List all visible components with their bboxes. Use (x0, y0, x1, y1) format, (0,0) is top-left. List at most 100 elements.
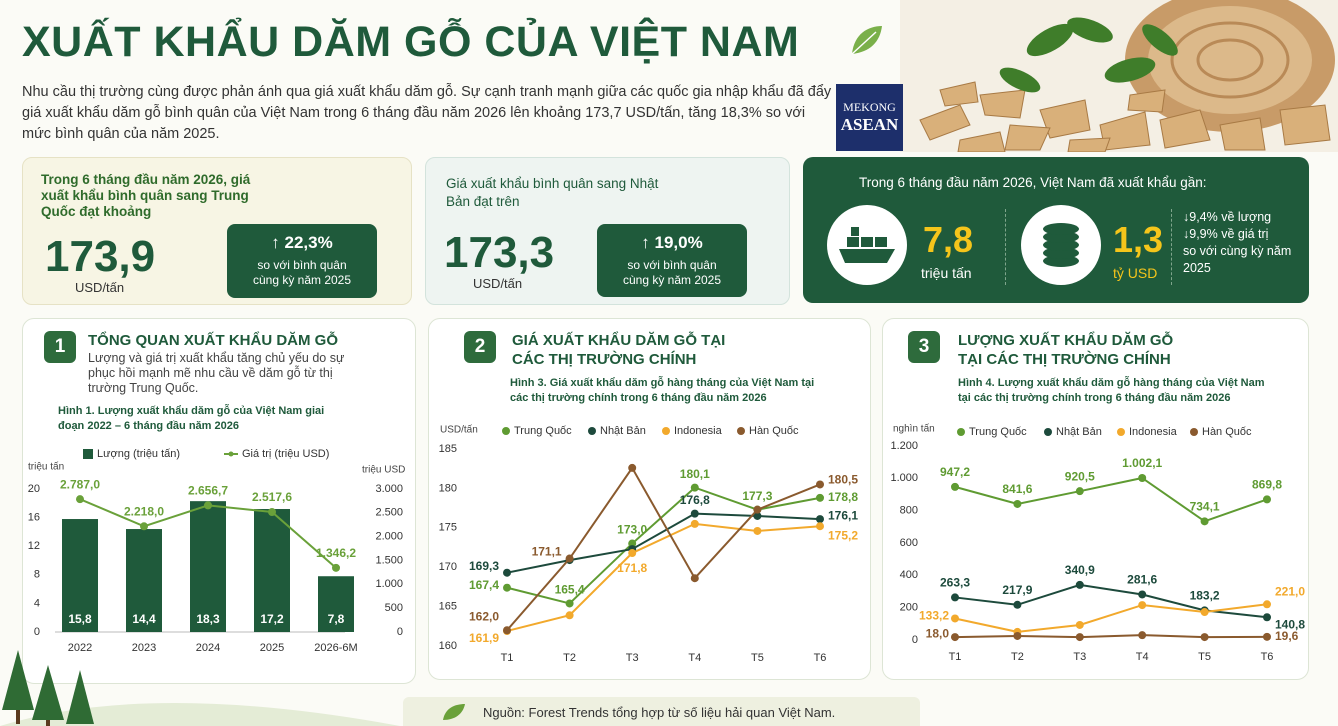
legend-label: Trung Quốc (514, 425, 572, 437)
x-tick-label: T2 (1011, 651, 1024, 663)
change-line: so với cùng kỳ năm 2025 (1183, 244, 1292, 275)
x-tick-label: 2022 (68, 642, 92, 654)
section-description: Lượng và giá trị xuất khẩu tăng chủ yếu … (88, 351, 345, 395)
card-value: 173,9 (45, 232, 156, 281)
source-bar: Nguồn: Forest Trends tổng hợp từ số liệu… (403, 697, 920, 726)
bar (62, 519, 98, 632)
bar-value-label: 7,8 (328, 612, 345, 626)
point (1075, 633, 1084, 642)
y-tick-label: 12 (28, 540, 40, 552)
point-value-label: 947,2 (940, 465, 970, 479)
y2-tick-label: 2.500 (375, 507, 403, 519)
point-value-label: 2.656,7 (188, 484, 228, 498)
source-text: Nguồn: Forest Trends tổng hợp từ số liệu… (483, 705, 836, 720)
y-tick-label: 800 (900, 505, 918, 517)
coins-icon (1021, 205, 1101, 285)
point-value-label: 133,2 (919, 609, 949, 623)
point-value-label: 2.517,6 (252, 490, 292, 504)
legend-label: Hàn Quốc (749, 425, 799, 437)
point (628, 539, 637, 548)
line (506, 522, 821, 632)
point (816, 480, 824, 489)
point-value-label: 177,3 (742, 489, 772, 503)
point-value-label: 169,3 (469, 559, 499, 573)
legend-label: Hàn Quốc (1202, 426, 1252, 438)
change-note: so với bình quân cùng kỳ năm 2025 (622, 258, 722, 287)
point (753, 505, 762, 514)
point (1263, 600, 1271, 609)
y-tick-label: 400 (900, 569, 918, 581)
leaf-icon (851, 26, 882, 55)
wood-chips-image (900, 0, 1338, 152)
bar (318, 576, 354, 632)
y-tick-label: 170 (439, 561, 457, 573)
figure-title: Hình 3. Giá xuất khẩu dăm gỗ hàng tháng … (510, 377, 815, 404)
point (503, 626, 511, 635)
y2-tick-label: 500 (385, 602, 403, 614)
intro-text: Nhu cầu thị trường cùng được phản ánh qu… (22, 84, 832, 142)
point-value-label: 263,3 (940, 576, 970, 590)
point (1263, 613, 1271, 622)
y2-tick-label: 0 (397, 626, 403, 638)
section-number: 2 (464, 331, 496, 363)
summary-value: 7,8 (923, 219, 974, 260)
bar (254, 509, 290, 632)
y-axis-title: nghìn tấn (893, 423, 935, 435)
point (816, 493, 824, 502)
point-value-label: 171,1 (532, 545, 562, 559)
legend-label: Indonesia (674, 425, 723, 437)
point-value-label: 178,8 (828, 490, 858, 504)
point (1200, 633, 1209, 642)
card-text: Giá xuất khẩu bình quân sang Nhật Bản đạ… (446, 176, 659, 209)
point-value-label: 920,5 (1065, 469, 1095, 483)
x-tick-label: T6 (814, 652, 827, 664)
y-tick-label: 200 (900, 602, 918, 614)
legend-label: Giá trị (triệu USD) (242, 448, 329, 460)
bar-value-label: 18,3 (196, 612, 220, 626)
point-value-label: 1.002,1 (1122, 456, 1162, 470)
bar-value-label: 15,8 (68, 612, 92, 626)
point (503, 568, 511, 577)
y-tick-label: 180 (439, 482, 457, 494)
divider (1005, 209, 1006, 285)
legend-label: Indonesia (1129, 426, 1178, 438)
y2-axis-title: triệu USD (362, 465, 405, 476)
point-value-label: 281,6 (1127, 573, 1157, 587)
point-value-label: 165,4 (555, 583, 585, 597)
x-tick-label: 2025 (260, 642, 284, 654)
point (565, 599, 574, 608)
trees-decoration (0, 650, 400, 726)
point-value-label: 19,6 (1275, 629, 1299, 643)
bar (190, 501, 226, 632)
point (628, 549, 637, 558)
x-tick-label: T4 (1136, 651, 1149, 663)
summary-text: Trong 6 tháng đầu năm 2026, Việt Nam đã … (859, 175, 1207, 190)
page-title: XUẤT KHẨU DĂM GỖ CỦA VIỆT NAM (22, 18, 800, 66)
point (1013, 631, 1022, 640)
point-value-label: 221,0 (1275, 584, 1305, 598)
point (690, 483, 699, 492)
x-tick-label: T3 (626, 652, 639, 664)
legend-swatch (1117, 428, 1125, 436)
point-value-label: 183,2 (1190, 589, 1220, 603)
point-value-label: 869,8 (1252, 478, 1282, 492)
point-value-label: 2.787,0 (60, 477, 100, 491)
summary-value: 1,3 (1113, 219, 1164, 260)
point (816, 522, 824, 531)
y-tick-label: 4 (34, 597, 40, 609)
point (951, 633, 959, 642)
y-tick-label: 600 (900, 537, 918, 549)
y-tick-label: 175 (439, 522, 457, 534)
stat-card: Giá xuất khẩu bình quân sang Nhật Bản đạ… (425, 157, 790, 305)
point (565, 554, 574, 563)
point-value-label: 180,1 (680, 467, 710, 481)
point (565, 611, 574, 620)
line (506, 512, 821, 574)
point (1013, 600, 1022, 609)
change-value: ↑ 19,0% (641, 233, 703, 252)
card-unit: USD/tấn (75, 280, 125, 295)
point-value-label: 167,4 (469, 578, 499, 592)
point (332, 563, 340, 572)
point-value-label: 217,9 (1002, 583, 1032, 597)
point (753, 526, 762, 535)
